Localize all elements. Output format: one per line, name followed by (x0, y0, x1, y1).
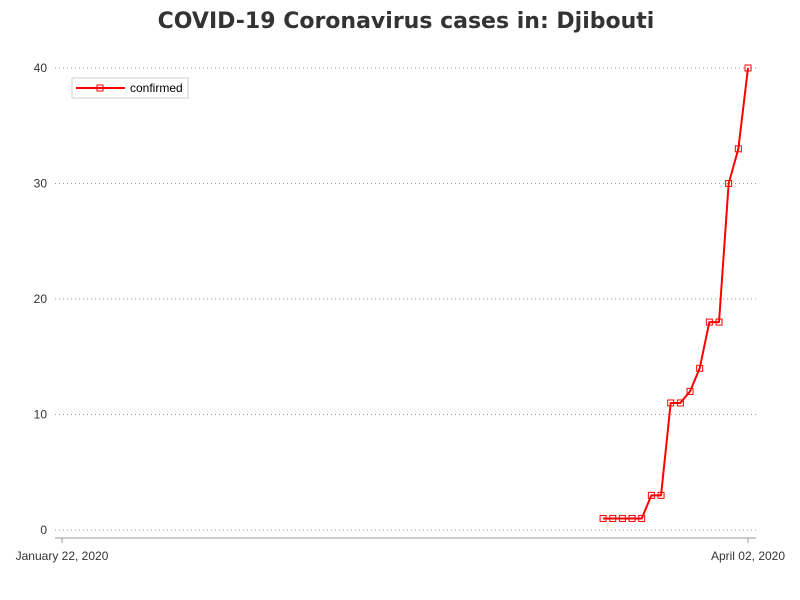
x-axis-ticks: January 22, 2020 April 02, 2020 (16, 538, 785, 563)
data-point (715, 318, 723, 326)
y-tick-label: 30 (34, 177, 48, 191)
legend-label: confirmed (130, 81, 183, 95)
series-layer (599, 64, 752, 522)
data-point (618, 514, 626, 522)
series-line-confirmed (603, 67, 749, 520)
data-point (705, 318, 713, 326)
data-point (744, 64, 752, 72)
grid-lines (55, 67, 756, 531)
data-point (657, 491, 665, 499)
legend-marker (96, 84, 104, 92)
y-tick-label: 0 (40, 523, 47, 537)
data-point (696, 364, 704, 372)
data-point (686, 387, 694, 395)
data-point (638, 514, 646, 522)
data-point (599, 514, 607, 522)
x-tick-label: April 02, 2020 (711, 549, 785, 563)
chart-title: COVID-19 Coronavirus cases in: Djibouti (157, 9, 655, 34)
y-tick-label: 10 (34, 408, 48, 422)
y-axis-ticks: 0 10 20 30 40 (34, 61, 48, 537)
data-point (628, 514, 636, 522)
y-tick-label: 40 (34, 61, 48, 75)
data-point (676, 399, 684, 407)
data-point (667, 399, 675, 407)
data-point (647, 491, 655, 499)
x-tick-label: January 22, 2020 (16, 549, 109, 563)
data-point (609, 514, 617, 522)
legend: confirmed (71, 77, 189, 99)
data-point (725, 180, 733, 187)
data-point (734, 145, 742, 153)
legend-box (71, 77, 189, 99)
y-tick-label: 20 (34, 292, 48, 306)
